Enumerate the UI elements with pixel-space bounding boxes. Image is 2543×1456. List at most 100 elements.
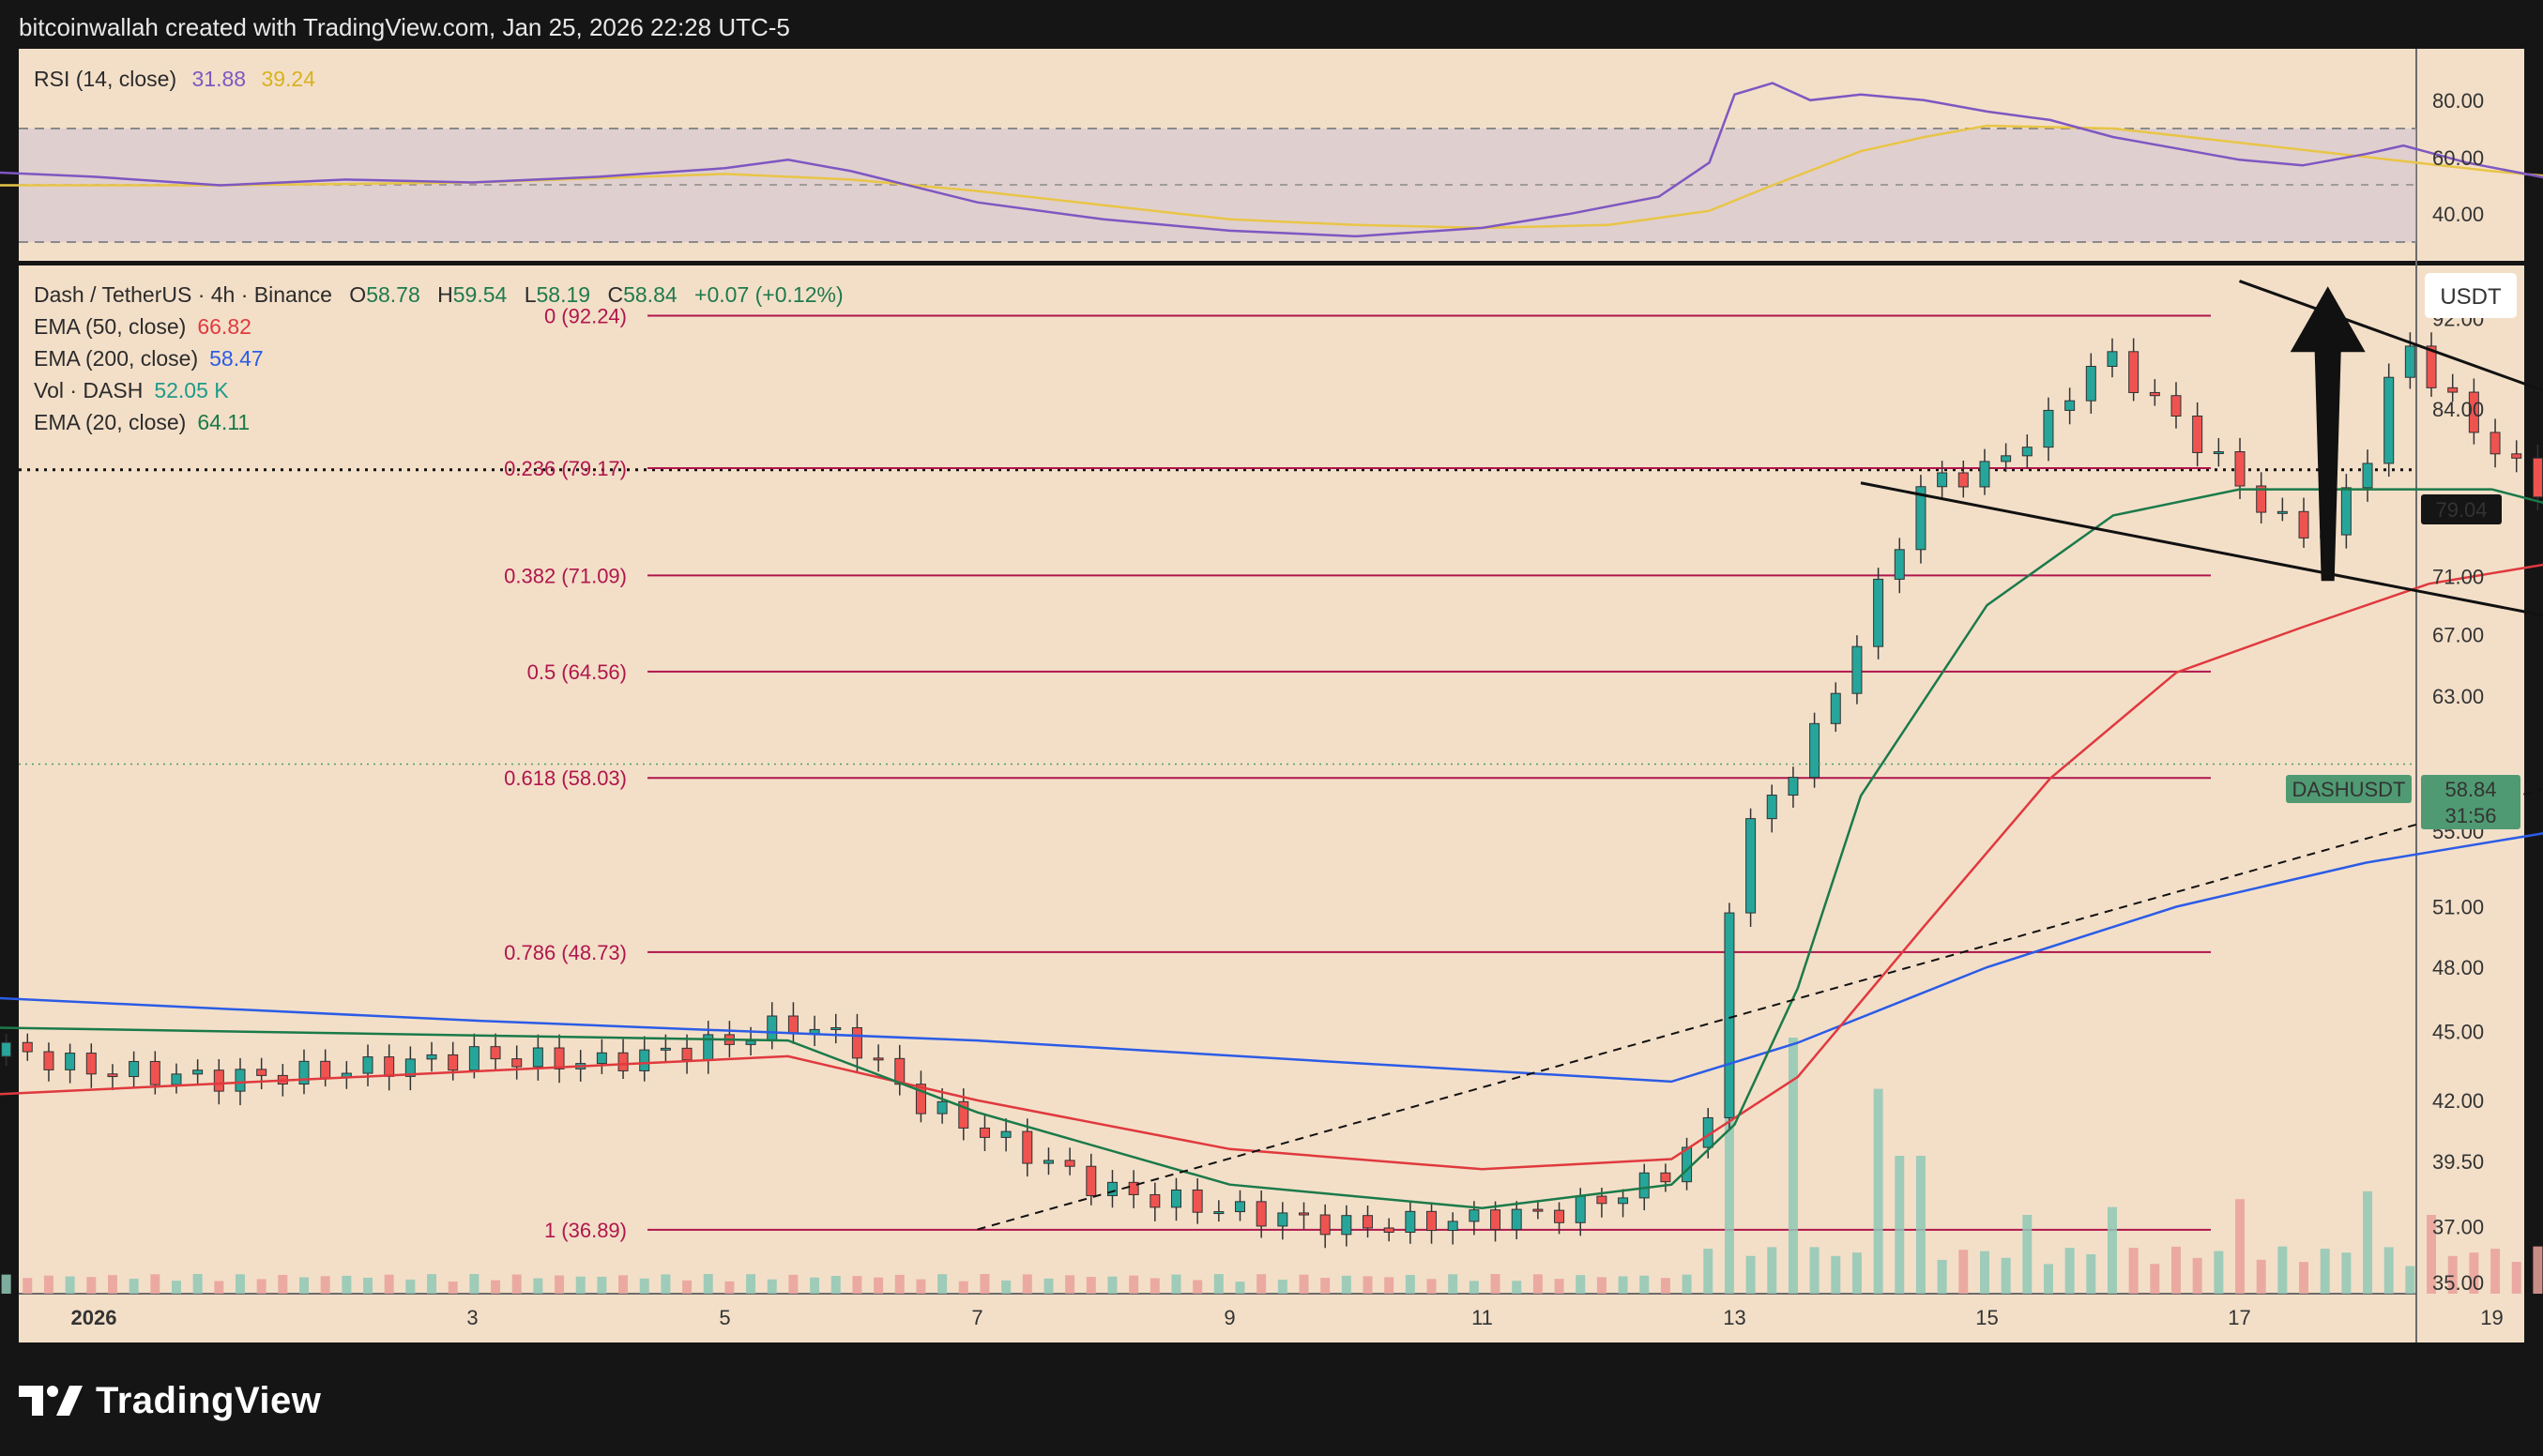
candle-body: [384, 1056, 395, 1077]
price-badge: 58.84: [2444, 778, 2496, 801]
volume-bar: [1554, 1279, 1564, 1294]
volume-bar: [1171, 1274, 1181, 1294]
currency-button-bg[interactable]: [2425, 273, 2517, 318]
candle-body: [2043, 409, 2054, 448]
ema20-legend-label: EMA (20, close): [34, 410, 186, 434]
volume-bar: [2043, 1264, 2053, 1294]
ema200-legend[interactable]: EMA (200, close) 58.47: [34, 346, 264, 371]
drawings-layer[interactable]: [977, 280, 2543, 1231]
volume-bar: [1745, 1255, 1756, 1294]
candle-body: [65, 1053, 76, 1070]
volume-bar: [298, 1277, 309, 1294]
ema200-legend-value: 58.47: [209, 346, 264, 371]
candle-body: [2468, 391, 2479, 433]
volume-bar: [2107, 1206, 2117, 1294]
symbol-badge: DASHUSDT: [2292, 778, 2405, 801]
fibonacci-retracement[interactable]: 0 (92.24) 0.236 (79.17) 0.382 (71.09) 0.5 (…: [19, 304, 2416, 1242]
candle-body: [1256, 1201, 1267, 1227]
candle-body: [43, 1051, 54, 1070]
volume-bar: [2256, 1259, 2266, 1294]
candle-body: [1957, 472, 1969, 488]
high-label: H: [437, 282, 453, 307]
candle-body: [448, 1054, 459, 1071]
volume-bar: [916, 1279, 926, 1294]
volume-bar: [2363, 1191, 2373, 1294]
time-tick-label: 13: [1723, 1306, 1745, 1329]
rsi-legend-ma-value: 39.24: [261, 67, 315, 91]
candle-body: [256, 1069, 267, 1076]
volume-bar: [1299, 1274, 1309, 1294]
candle-body: [2107, 351, 2118, 367]
candle-body: [2213, 451, 2224, 455]
candle-body: [1894, 549, 1905, 580]
ema50-line: [0, 563, 2543, 1171]
rsi-legend[interactable]: RSI (14, close) 31.88 39.24: [34, 67, 315, 91]
symbol-legend[interactable]: Dash / TetherUS · 4h · Binance O58.78 H5…: [34, 282, 844, 307]
candle-body: [2383, 376, 2395, 464]
candle-body: [2149, 391, 2160, 397]
volume-legend-value: 52.05 K: [154, 378, 229, 402]
candle-body: [1319, 1214, 1331, 1236]
open-value: 58.78: [366, 282, 420, 307]
candle-body: [1851, 645, 1863, 694]
tradingview-brand[interactable]: TradingView: [19, 1377, 321, 1424]
volume-bar: [1448, 1274, 1458, 1294]
candle-body: [1490, 1209, 1501, 1230]
volume-bar: [2170, 1246, 2181, 1294]
high-value: 59.54: [453, 282, 508, 307]
volume-bar: [2533, 1246, 2543, 1294]
candle-body: [1766, 795, 1777, 820]
arrow-up-past[interactable]: [2290, 286, 2366, 582]
volume-bar: [107, 1275, 117, 1294]
falling-wedge-upper[interactable]: [2238, 280, 2543, 850]
volume-legend[interactable]: Vol · DASH 52.05 K: [34, 378, 229, 402]
volume-bar: [1320, 1278, 1331, 1294]
volume-bar: [703, 1274, 713, 1294]
ema200-line: [0, 832, 2543, 1084]
author-header: bitcoinwallah created with TradingView.c…: [19, 13, 790, 41]
candle-body: [660, 1047, 671, 1051]
candle-body: [298, 1060, 310, 1085]
candle-body: [2192, 415, 2203, 453]
volume-bar: [682, 1280, 693, 1294]
volume-bar: [2469, 1252, 2479, 1294]
time-axis[interactable]: [19, 1294, 2524, 1342]
ema20-legend-value: 64.11: [197, 410, 250, 434]
time-tick-label: 3: [466, 1306, 478, 1329]
volume-bar: [448, 1282, 458, 1294]
volume-bar: [2320, 1249, 2330, 1294]
rising-support-dashed[interactable]: [977, 324, 2543, 1231]
ema50-legend[interactable]: EMA (50, close) 66.82: [34, 314, 251, 339]
candle-body: [235, 1069, 246, 1092]
ema20-legend[interactable]: EMA (20, close) 64.11: [34, 410, 250, 434]
volume-bar: [1341, 1275, 1351, 1294]
time-tick-label: 15: [1975, 1306, 1998, 1329]
candle-body: [1979, 461, 1990, 488]
falling-wedge-lower[interactable]: [1860, 481, 2543, 813]
volume-bar: [661, 1274, 671, 1294]
volume-bar: [1469, 1281, 1479, 1294]
volume-bar: [788, 1274, 799, 1294]
currency-button[interactable]: USDT: [2440, 284, 2502, 310]
candle-body: [936, 1100, 948, 1115]
candle-body: [554, 1047, 565, 1069]
price-tick-label: 45.00: [2432, 1021, 2484, 1044]
volume-bar: [1596, 1277, 1607, 1294]
tradingview-logo-icon: [19, 1386, 83, 1416]
candle-body: [362, 1056, 373, 1074]
main-pane-background[interactable]: [19, 265, 2416, 1294]
rsi-pane-background[interactable]: [19, 49, 2416, 261]
candle-body: [2298, 510, 2309, 538]
volume-bar: [1277, 1280, 1287, 1294]
volume-bar: [2064, 1248, 2075, 1294]
volume-bar: [1213, 1274, 1224, 1294]
volume-bar: [746, 1274, 756, 1294]
volume-bar: [2214, 1251, 2224, 1294]
volume-bar: [2299, 1262, 2309, 1294]
volume-layer: [1, 1038, 2543, 1294]
volume-bar: [1256, 1274, 1267, 1294]
price-tick-label: 37.00: [2432, 1216, 2484, 1239]
rsi-legend-name: RSI (14, close): [34, 67, 176, 91]
candle-body: [681, 1047, 693, 1061]
